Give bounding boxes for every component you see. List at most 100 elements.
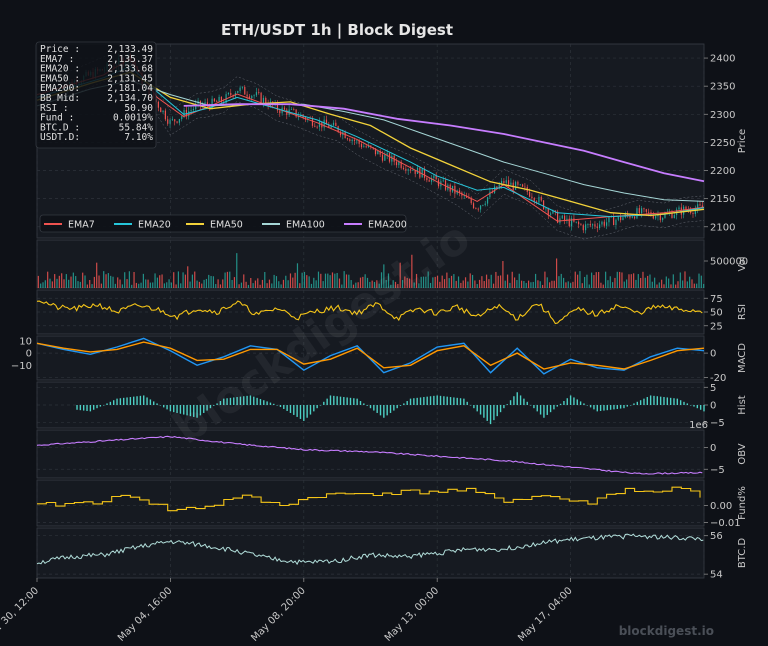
hist-bar [363,403,365,405]
volume-bar [411,254,413,288]
candle-body [580,224,582,226]
volume-bar [532,281,534,288]
hist-bar [343,397,345,405]
volume-bar [278,281,280,288]
legend-label: EMA50 [210,220,243,231]
hist-bar [579,401,582,405]
volume-bar [100,283,102,288]
hist-bar [436,395,438,405]
hist-bar [356,398,358,405]
volume-bar [245,281,247,288]
hist-bar [156,403,158,405]
volume-bar [584,276,586,288]
volume-bar [91,284,93,288]
volume-bar [637,274,639,288]
hist-bar [266,401,268,405]
volume-bar [131,284,133,288]
candle-body [589,223,591,226]
volume-bar [159,275,161,288]
volume-bar [68,279,70,288]
candle-body [629,215,631,218]
hist-bar [609,405,612,410]
candle-body [227,92,230,95]
hist-bar [179,405,182,414]
hist-bar [553,405,555,410]
volume-bar [408,278,411,288]
volume-bar [210,275,212,288]
series-ema100 [36,80,705,202]
volume-bar [497,275,499,288]
hist-bar [459,398,462,405]
candle-body [374,148,377,155]
ytick-label-obv: 0 [710,443,716,454]
hist-bar [193,405,195,417]
xtick-label: May 04, 16:00 [116,585,175,644]
volume-bar [72,272,74,288]
volume-bar [322,281,324,288]
volume-bar [145,279,147,288]
volume-bar [390,284,392,288]
volume-bar [525,282,527,288]
volume-bar [577,274,579,288]
candle-body [211,98,213,109]
candle-body [620,216,622,221]
volume-bar [387,273,390,288]
candle-body [384,154,386,161]
hist-bar [319,405,322,406]
hist-bar [563,401,565,405]
volume-bar [670,284,672,288]
volume-bar [506,274,509,288]
hist-bar [499,405,502,413]
volume-bar [446,272,448,288]
hist-bar [399,405,402,406]
volume-bar [285,275,287,288]
hist-bar [386,405,388,416]
hist-bar [186,405,188,416]
hist-bar [509,400,512,405]
info-label: EMA20 : [40,64,80,75]
volume-bar [623,281,625,288]
ytick-label-price: 2350 [710,82,735,93]
volume-bar [432,277,434,288]
volume-bar [112,276,114,288]
volume-bar [194,271,196,288]
candle-body [648,211,650,213]
hist-bar [496,405,498,417]
candle-body [400,161,402,168]
candle-body [662,217,664,221]
candle-body [290,109,293,110]
info-label: Fund : [40,113,74,124]
volume-bar [212,276,215,288]
hist-bar [396,405,398,409]
candle-body [454,185,456,194]
candle-body [174,119,176,122]
candle-body [258,92,260,93]
hist-bar [173,405,175,413]
hist-bar [339,396,342,405]
volume-bar [205,278,208,288]
candle-body [351,139,353,142]
candle-body [293,109,295,110]
hist-bar [189,405,192,417]
ytick-label-rsi: 50 [710,308,723,319]
candle-body [545,208,547,210]
volume-bar [334,273,336,288]
hist-bar [306,405,308,418]
volume-bar [252,283,254,288]
volume-bar [509,282,511,288]
candle-body [603,221,605,226]
candle-body [655,216,657,219]
hist-bar [219,401,222,405]
volume-bar [376,280,378,288]
hist-bar [256,397,258,405]
hist-bar [403,403,405,405]
hist-bar [439,395,442,405]
volume-bar [534,273,537,288]
hist-bar [479,405,482,415]
hist-bar [659,396,662,405]
volume-bar [450,275,453,288]
ytick-label-hist: 5 [710,383,716,394]
bb-upper [36,42,705,215]
volume-bar [570,283,572,288]
candle-body [636,208,638,219]
